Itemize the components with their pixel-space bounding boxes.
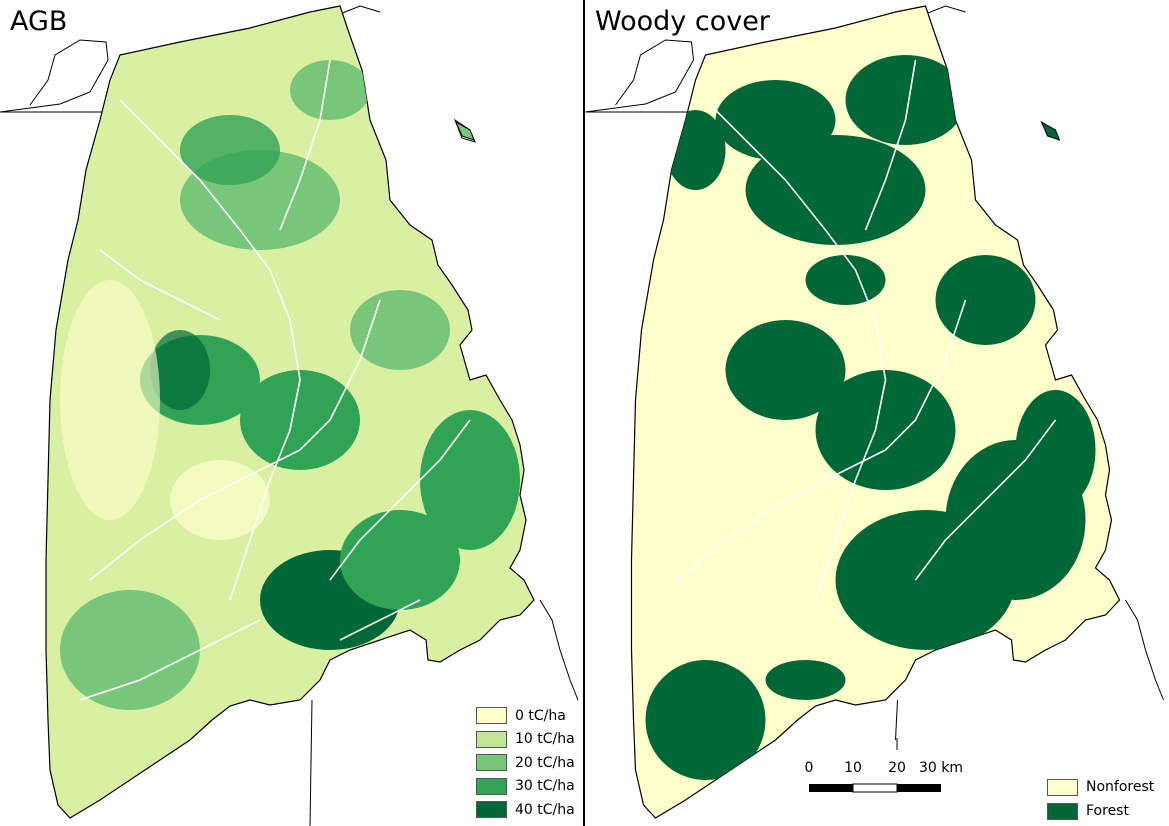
legend-swatch [476,730,507,748]
legend-label: 30 tC/ha [515,778,575,795]
panel-title: Woody cover [595,6,770,37]
scale-bar-graphic [809,738,941,793]
legend-swatch [1047,778,1078,796]
legend-item: 10 tC/ha [476,728,575,752]
scale-tick-label: 30 km [918,760,964,776]
legend-swatch [476,754,507,772]
legend-label: Nonforest [1086,779,1155,795]
legend-item: 20 tC/ha [476,751,575,775]
legend-label: 20 tC/ha [515,754,575,771]
scale-bar: 0 10 20 30 km [804,738,963,798]
island [454,120,475,141]
scale-tick-label: 10 [844,760,862,776]
river-network [79,59,471,701]
woody-cover-legend: Nonforest Forest [1047,775,1154,823]
forest-patches [645,55,1096,780]
agb-map-panel: AGB 0 tC/ha 10 tC/ha 20 tC/ha 30 tC/ha 4… [0,0,583,826]
panel-divider [583,0,585,826]
woody-cover-map-panel: Woody cover 0 10 20 30 km Nonforest Fore… [585,0,1169,826]
legend-swatch [1047,802,1078,820]
legend-label: 10 tC/ha [515,731,575,748]
legend-label: Forest [1086,803,1129,819]
legend-swatch [476,801,507,819]
legend-label: 40 tC/ha [515,801,575,818]
island [1040,120,1061,141]
agb-legend: 0 tC/ha 10 tC/ha 20 tC/ha 30 tC/ha 40 tC… [476,704,575,822]
panel-title: AGB [10,6,68,37]
legend-item: Forest [1047,799,1154,823]
legend-item: 0 tC/ha [476,704,575,728]
legend-swatch [476,707,507,725]
legend-item: 30 tC/ha [476,775,575,799]
legend-item: 40 tC/ha [476,798,575,822]
river-network [675,59,1057,601]
scale-tick-label: 0 [804,760,814,776]
woody-cover-map [585,5,1164,819]
agb-biomass-patches [60,60,520,710]
legend-swatch [476,777,507,795]
legend-item: Nonforest [1047,775,1154,799]
legend-label: 0 tC/ha [515,707,566,724]
scale-tick-label: 20 [888,760,906,776]
agb-map [0,5,579,826]
country-boundaries [585,5,1164,741]
